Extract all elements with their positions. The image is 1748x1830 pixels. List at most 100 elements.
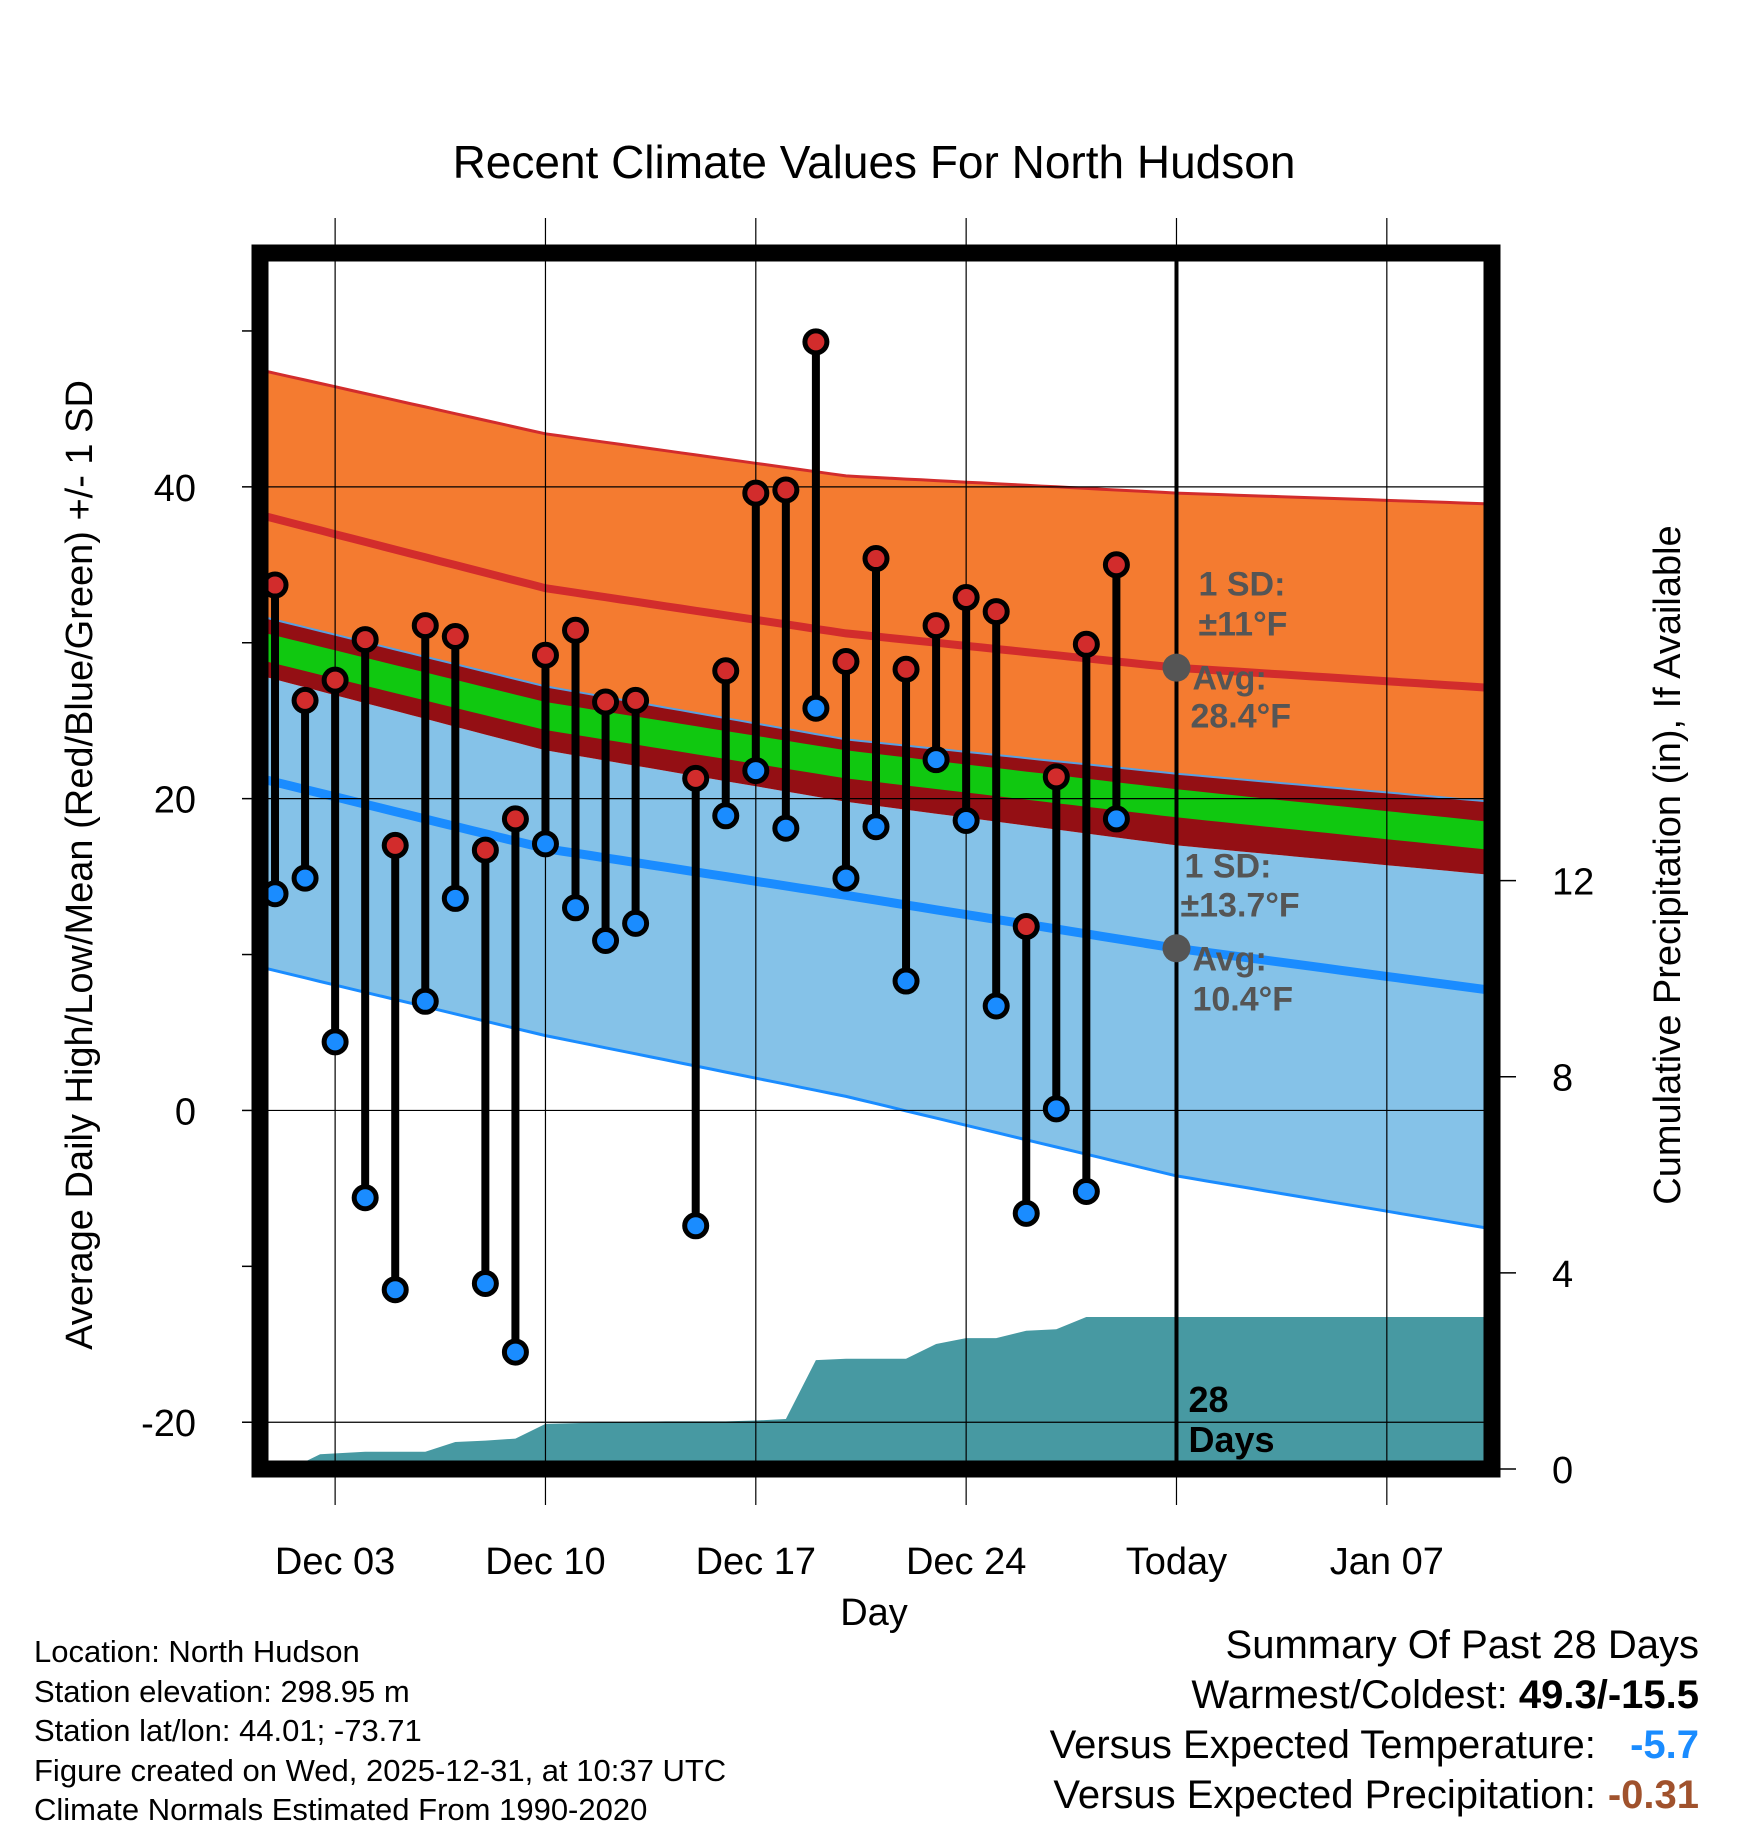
high-point [1012,912,1040,940]
y-tick-label: 20 [154,780,196,822]
low-sd-label: 1 SD: [1184,847,1271,885]
low-point [291,864,319,892]
plot-frame [251,244,1501,1478]
low-point [682,1212,710,1240]
high-point [682,764,710,792]
low-point [982,992,1010,1020]
low-point [892,967,920,995]
warm-cold-row: Warmest/Coldest: 49.3/-15.5 [1050,1670,1699,1720]
high-point [1102,551,1130,579]
x-tick-label: Dec 24 [906,1541,1026,1583]
temp-label: Versus Expected Temperature: [1049,1723,1596,1767]
low-point [712,802,740,830]
axes: -20 0 20 40 0 4 8 12 Dec 03 Dec 10 Dec 17 Dec 24 Tod… [141,330,1594,1583]
high-point [982,598,1010,626]
x-tick-label: Dec 10 [485,1541,605,1583]
x-tick-label: Jan 07 [1330,1541,1444,1583]
low-sd-band [260,675,1492,1229]
y2-tick-label: 4 [1552,1254,1573,1296]
precip-area [260,1317,1492,1469]
low-point [802,694,830,722]
high-point [772,476,800,504]
high-sd-value: ±11°F [1198,606,1287,644]
high-point [742,479,770,507]
temp-value: -5.7 [1630,1723,1699,1767]
low-sd-value: ±13.7°F [1180,886,1299,924]
high-point [411,612,439,640]
low-point [622,909,650,937]
temp-row: Versus Expected Temperature: -5.7 [1050,1720,1699,1770]
low-avg-marker [1162,934,1191,963]
precip-row: Versus Expected Precipitation: -0.31 [1050,1770,1699,1820]
x-tick-label: Today [1126,1541,1227,1583]
low-point [862,813,890,841]
low-point [1072,1178,1100,1206]
location-text: Location: North Hudson [34,1634,360,1669]
low-point [952,806,980,834]
y-tick-label: 40 [154,468,196,510]
x-tick-label: Dec 17 [696,1541,816,1583]
y-axis-label: Average Daily High/Low/Mean (Red/Blue/Gr… [59,380,101,1350]
low-point [1042,1095,1070,1123]
low-point [381,1276,409,1304]
summary-title: Summary Of Past 28 Days [1225,1623,1699,1667]
high-plus-sd-line [260,368,1492,506]
normals-text: Climate Normals Estimated From 1990-2020 [34,1792,648,1827]
high-avg-label: Avg: [1192,660,1266,698]
low-point [351,1184,379,1212]
low-avg-label: Avg: [1192,940,1266,978]
station-info: Location: North Hudson Station elevation… [34,1632,726,1830]
y2-tick-label: 12 [1552,862,1594,904]
low-point [501,1338,529,1366]
high-point [592,688,620,716]
x-axis-label: Day [840,1592,908,1634]
high-sd-label: 1 SD: [1198,566,1285,604]
high-avg-value: 28.4°F [1190,698,1291,736]
high-point [832,647,860,675]
high-point [862,545,890,573]
low-point [531,830,559,858]
high-point [531,641,559,669]
precip-label: Versus Expected Precipitation: [1053,1773,1596,1817]
days-number: 28 [1188,1379,1228,1420]
low-point [832,864,860,892]
mean-band [260,631,1492,851]
high-avg-marker [1162,653,1191,682]
high-point [351,626,379,654]
high-point [291,686,319,714]
high-point [802,328,830,356]
y-tick-label: 0 [175,1091,196,1133]
low-minus-sd-line [260,965,1492,1231]
high-point [441,623,469,651]
low-point [922,746,950,774]
low-point [742,757,770,785]
summary-panel: Summary Of Past 28 Days Warmest/Coldest:… [1050,1620,1699,1820]
high-point [952,584,980,612]
low-point [321,1028,349,1056]
latlon-text: Station lat/lon: 44.01; -73.71 [34,1713,422,1748]
high-point [562,616,590,644]
low-point [562,894,590,922]
high-point [471,836,499,864]
low-avg-value: 10.4°F [1192,980,1293,1018]
days-word: Days [1188,1419,1274,1460]
y2-tick-label: 8 [1552,1058,1573,1100]
high-point [1072,630,1100,658]
low-point [592,927,620,955]
created-text: Figure created on Wed, 2025-12-31, at 10… [34,1752,727,1788]
precip-value: -0.31 [1607,1773,1699,1817]
low-point [1102,805,1130,833]
low-point [1012,1199,1040,1227]
high-point [712,657,740,685]
y-tick-label: -20 [141,1403,196,1445]
high-point [922,612,950,640]
warm-cold-label: Warmest/Coldest: [1191,1673,1508,1717]
low-point [471,1269,499,1297]
low-point [411,987,439,1015]
low-point [441,884,469,912]
high-point [321,666,349,694]
high-point [622,686,650,714]
y2-tick-label: 0 [1552,1450,1573,1492]
